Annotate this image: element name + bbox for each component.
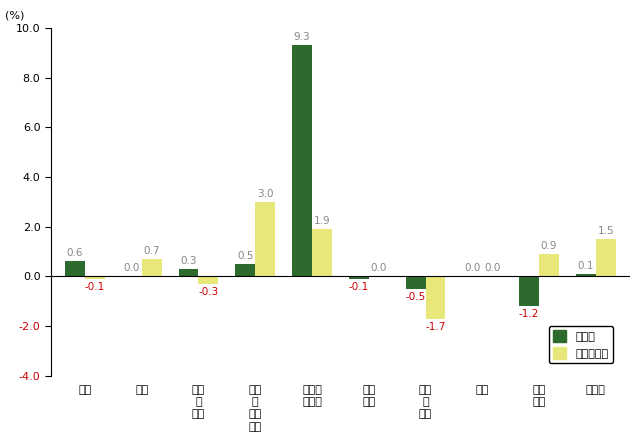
- Bar: [85, 276, 104, 279]
- Legend: 対前月, 対前年同月: 対前月, 対前年同月: [549, 326, 613, 363]
- Text: (%): (%): [4, 11, 24, 21]
- Text: 0.7: 0.7: [144, 246, 160, 256]
- Text: 1.9: 1.9: [313, 216, 330, 226]
- Text: 0.6: 0.6: [67, 249, 83, 258]
- Text: 1.5: 1.5: [597, 226, 614, 236]
- Text: 0.0: 0.0: [484, 263, 501, 273]
- Bar: [406, 276, 426, 289]
- Bar: [65, 261, 85, 276]
- Bar: [235, 264, 255, 276]
- Bar: [349, 276, 369, 279]
- Text: 0.5: 0.5: [237, 251, 254, 261]
- Text: -1.2: -1.2: [519, 309, 539, 319]
- Text: 0.1: 0.1: [578, 261, 594, 271]
- Bar: [312, 229, 332, 276]
- Text: -0.3: -0.3: [198, 287, 219, 297]
- Bar: [426, 276, 445, 319]
- Text: 9.3: 9.3: [294, 32, 310, 43]
- Text: -0.1: -0.1: [349, 282, 369, 292]
- Bar: [596, 239, 616, 276]
- Bar: [576, 274, 596, 276]
- Text: 3.0: 3.0: [257, 189, 274, 199]
- Text: 0.3: 0.3: [180, 256, 197, 266]
- Text: 0.9: 0.9: [541, 241, 557, 251]
- Bar: [255, 202, 275, 276]
- Bar: [519, 276, 539, 306]
- Text: 0.0: 0.0: [370, 263, 387, 273]
- Bar: [199, 276, 219, 284]
- Bar: [539, 254, 559, 276]
- Text: 0.0: 0.0: [124, 263, 140, 273]
- Text: 0.0: 0.0: [464, 263, 481, 273]
- Text: -0.1: -0.1: [85, 282, 105, 292]
- Bar: [179, 269, 199, 276]
- Bar: [292, 45, 312, 276]
- Bar: [142, 259, 162, 276]
- Text: -0.5: -0.5: [406, 291, 426, 302]
- Text: -1.7: -1.7: [425, 322, 445, 331]
